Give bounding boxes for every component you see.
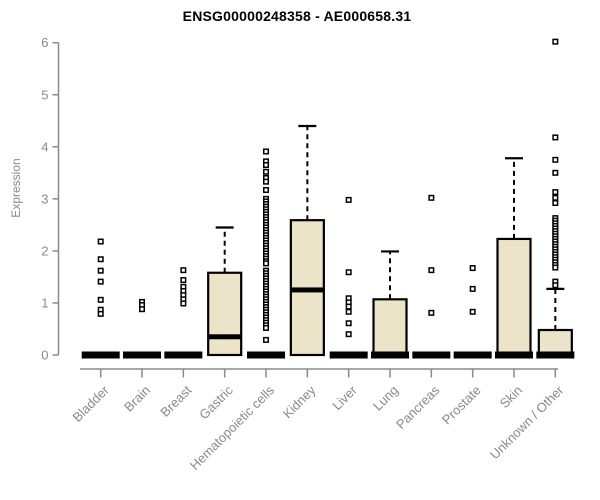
outlier-point	[97, 238, 104, 245]
collapsed-box-bar	[81, 351, 120, 359]
median-line	[290, 287, 324, 293]
x-tick-label: Prostate	[439, 383, 484, 428]
collapsed-box-bar	[123, 351, 162, 359]
chart-title: ENSG00000248358 - AE000658.31	[182, 8, 412, 24]
box-pancreas	[412, 194, 451, 359]
outlier-point	[345, 331, 352, 338]
box-breast	[164, 267, 203, 359]
box-unknown-other	[536, 38, 575, 359]
outlier-point	[97, 267, 104, 274]
box-kidney	[289, 124, 325, 357]
x-tick-label: Bladder	[70, 382, 113, 425]
x-tick-label: Kidney	[280, 382, 319, 421]
outlier-point	[428, 309, 435, 316]
y-tick-label: 5	[41, 87, 48, 102]
box-prostate	[453, 265, 492, 359]
box-rect	[207, 271, 243, 357]
collapsed-box-bar	[247, 351, 286, 359]
outlier-point	[428, 194, 435, 201]
outlier-point	[97, 310, 104, 317]
outlier-point	[345, 308, 352, 315]
median-line	[371, 351, 410, 359]
outlier-point	[97, 296, 104, 303]
outlier-point	[263, 260, 270, 267]
outlier-point	[552, 200, 559, 207]
outlier-point	[552, 264, 559, 271]
outlier-point	[345, 269, 352, 276]
outlier-point	[469, 285, 476, 292]
box-rect	[496, 237, 532, 357]
outlier-point	[263, 148, 270, 155]
median-line	[208, 334, 242, 340]
outlier-point	[469, 265, 476, 272]
outlier-point	[263, 187, 270, 194]
outlier-point	[180, 277, 187, 284]
outlier-point	[263, 168, 270, 175]
outlier-point	[345, 196, 352, 203]
outlier-point	[180, 267, 187, 274]
y-tick-label: 2	[41, 243, 48, 258]
x-tick-label: Breast	[157, 382, 194, 419]
outlier-point	[552, 282, 559, 289]
outlier-point	[552, 134, 559, 141]
box-lung	[371, 250, 410, 359]
median-line	[536, 351, 575, 359]
median-line	[495, 351, 533, 359]
outlier-point	[97, 278, 104, 285]
outlier-point	[97, 256, 104, 263]
outlier-point	[552, 189, 559, 196]
x-tick-label: Unknown / Other	[487, 382, 567, 462]
box-rect	[537, 328, 573, 357]
y-tick-label: 0	[41, 348, 48, 363]
outlier-point	[263, 336, 270, 343]
box-skin	[495, 157, 533, 359]
x-tick-label: Lung	[370, 383, 401, 414]
box-bladder	[81, 238, 120, 359]
collapsed-box-bar	[329, 351, 368, 359]
y-tick-label: 1	[41, 295, 48, 310]
outlier-point	[263, 162, 270, 169]
outlier-point	[552, 156, 559, 163]
outlier-point	[139, 306, 146, 313]
box-gastric	[207, 226, 243, 357]
box-hematopoietic-cells	[247, 148, 286, 359]
outlier-point	[552, 169, 559, 176]
x-tick-label: Skin	[497, 383, 525, 411]
outlier-point	[552, 194, 559, 201]
box-rect	[372, 298, 408, 357]
box-brain	[123, 298, 162, 359]
collapsed-box-bar	[412, 351, 451, 359]
outlier-point	[263, 178, 270, 185]
collapsed-box-bar	[453, 351, 492, 359]
outlier-point	[428, 267, 435, 274]
outlier-point	[469, 308, 476, 315]
y-tick-label: 3	[41, 191, 48, 206]
outlier-point	[180, 300, 187, 307]
outlier-point	[552, 38, 559, 45]
y-tick-label: 4	[41, 139, 48, 154]
y-tick-label: 6	[41, 35, 48, 50]
outlier-point	[263, 324, 270, 331]
outlier-point	[345, 320, 352, 327]
x-tick-label: Liver	[329, 382, 360, 413]
outlier-point	[345, 303, 352, 310]
box-liver	[329, 196, 368, 359]
x-tick-label: Brain	[121, 383, 153, 415]
y-axis: 0 1 2 3 4 5 6	[41, 35, 60, 363]
collapsed-box-bar	[164, 351, 203, 359]
x-tick-label: Gastric	[196, 382, 236, 422]
x-tick-label: Pancreas	[393, 382, 443, 432]
